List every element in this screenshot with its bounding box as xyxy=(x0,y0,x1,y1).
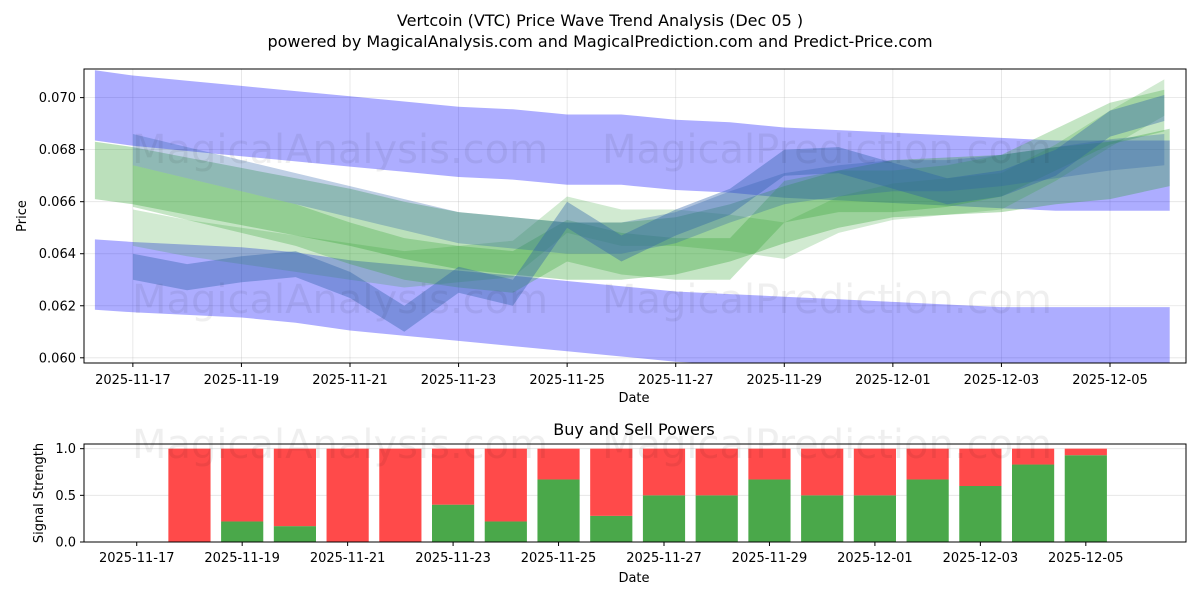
sell-bar xyxy=(273,448,316,527)
top-x-tick-label: 2025-11-21 xyxy=(312,373,388,388)
buy-bar xyxy=(853,495,896,542)
bottom-y-tick-label: 1.0 xyxy=(55,442,76,457)
top-x-axis-label: Date xyxy=(618,391,649,406)
sell-bar xyxy=(801,448,844,496)
buy-bar xyxy=(432,504,475,542)
top-grid xyxy=(84,69,1186,363)
bottom-ticks: 2025-11-17 2025-11-19 2025-11-21 2025-11-23… xyxy=(55,442,1123,566)
bottom-x-tick-label: 2025-11-23 xyxy=(415,551,491,566)
bottom-y-tick-label: 0.5 xyxy=(55,489,76,504)
top-x-tick-label: 2025-11-25 xyxy=(529,373,605,388)
top-x-tick-label: 2025-12-05 xyxy=(1072,373,1148,388)
bottom-x-tick-label: 2025-11-19 xyxy=(204,551,280,566)
watermark-text: MagicalAnalysis.com xyxy=(132,277,548,323)
top-y-tick-label: 0.070 xyxy=(39,91,76,106)
sell-bar xyxy=(590,448,633,516)
top-plot-frame xyxy=(83,68,1187,364)
sell-bar xyxy=(326,448,369,542)
bottom-y-axis-label: Signal Strength xyxy=(32,443,47,543)
top-y-tick-label: 0.068 xyxy=(39,143,76,158)
bottom-bars-group xyxy=(168,448,1107,542)
buy-bar xyxy=(642,495,686,542)
top-series-group xyxy=(94,70,1170,363)
top-x-tick-label: 2025-11-17 xyxy=(95,373,171,388)
top-y-tick-label: 0.066 xyxy=(39,195,76,210)
chart-title: Vertcoin (VTC) Price Wave Trend Analysis… xyxy=(397,11,803,30)
top-y-tick-label: 0.062 xyxy=(39,299,76,314)
sell-bar xyxy=(695,448,738,496)
buy-bar xyxy=(1012,464,1055,542)
trend-band-lower-channel xyxy=(94,239,1170,363)
sell-bar xyxy=(221,448,264,522)
sell-bar xyxy=(379,448,422,542)
sell-bar xyxy=(1064,448,1107,456)
buy-bar xyxy=(695,495,738,542)
top-y-tick-label: 0.064 xyxy=(39,247,76,262)
buy-bar xyxy=(906,479,949,542)
buy-bar xyxy=(959,486,1002,542)
sell-bar xyxy=(537,448,580,480)
top-y-axis-label: Price xyxy=(15,200,30,232)
sell-bar xyxy=(853,448,896,496)
top-y-tick-label: 0.060 xyxy=(39,351,76,366)
buy-bar xyxy=(221,521,264,542)
watermark-text: MagicalAnalysis.com xyxy=(132,422,548,468)
top-series-clip xyxy=(94,70,1170,363)
trend-band-green-wave-2 xyxy=(132,79,1165,288)
top-x-tick-label: 2025-12-01 xyxy=(855,373,931,388)
top-x-tick-label: 2025-11-27 xyxy=(638,373,714,388)
trend-band-upper-channel xyxy=(94,70,1170,211)
bottom-x-tick-label: 2025-12-03 xyxy=(943,551,1019,566)
bottom-plot-frame xyxy=(83,443,1187,543)
bottom-y-tick-label: 0.0 xyxy=(55,536,76,551)
bottom-x-tick-label: 2025-11-25 xyxy=(521,551,597,566)
sell-bar xyxy=(748,448,791,480)
watermark-text: MagicalPrediction.com xyxy=(602,127,1052,173)
bottom-x-tick-label: 2025-11-21 xyxy=(310,551,386,566)
buy-bar xyxy=(484,521,527,542)
chart-subtitle: powered by MagicalAnalysis.com and Magic… xyxy=(267,32,932,51)
sell-bar xyxy=(432,448,475,505)
sell-bar xyxy=(959,448,1002,486)
bar-chart-title: Buy and Sell Powers xyxy=(553,420,715,439)
buy-bar xyxy=(1064,455,1107,542)
sell-bar xyxy=(1012,448,1055,465)
trend-band-green-trend xyxy=(94,128,1170,280)
sell-bar xyxy=(484,448,527,522)
top-x-tick-label: 2025-12-03 xyxy=(964,373,1040,388)
top-x-tick-label: 2025-11-23 xyxy=(421,373,497,388)
bottom-x-tick-label: 2025-11-17 xyxy=(99,551,175,566)
watermark-text: MagicalPrediction.com xyxy=(602,422,1052,468)
bottom-x-tick-label: 2025-11-29 xyxy=(732,551,808,566)
sell-bar xyxy=(642,448,686,496)
bottom-x-tick-label: 2025-12-01 xyxy=(837,551,913,566)
bottom-x-tick-label: 2025-12-05 xyxy=(1048,551,1124,566)
top-ticks: 2025-11-17 2025-11-19 2025-11-21 2025-11-23… xyxy=(39,91,1148,388)
top-x-tick-label: 2025-11-19 xyxy=(204,373,280,388)
watermark-text: MagicalAnalysis.com xyxy=(132,127,548,173)
top-x-tick-label: 2025-11-29 xyxy=(747,373,823,388)
buy-bar xyxy=(748,479,791,542)
buy-bar xyxy=(537,479,580,542)
trend-band-green-wave xyxy=(132,89,1165,293)
buy-bar xyxy=(273,526,316,542)
bottom-x-axis-label: Date xyxy=(618,571,649,586)
trend-band-blue-wave-2 xyxy=(132,134,1165,254)
watermark-text: MagicalPrediction.com xyxy=(602,277,1052,323)
sell-bar xyxy=(906,448,949,480)
sell-bar xyxy=(168,448,211,542)
buy-bar xyxy=(801,495,844,542)
buy-bar xyxy=(590,515,633,542)
watermark-group: MagicalAnalysis.com MagicalPrediction.co… xyxy=(132,127,1052,468)
bottom-x-tick-label: 2025-11-27 xyxy=(626,551,702,566)
